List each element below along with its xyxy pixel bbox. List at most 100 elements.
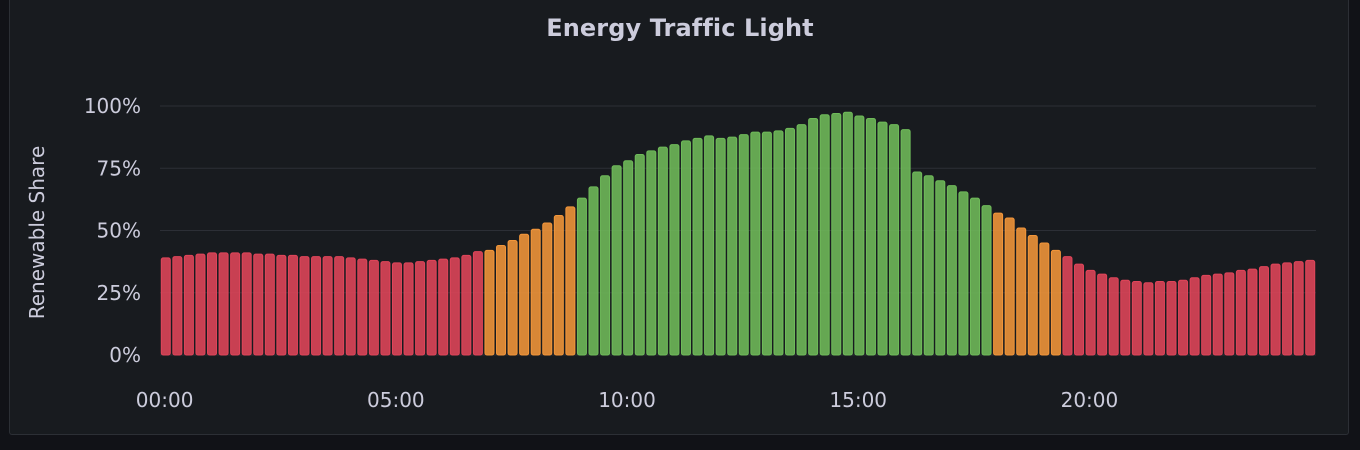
bar (415, 261, 426, 356)
bar (646, 150, 657, 356)
bar (553, 215, 564, 356)
bar (877, 121, 888, 356)
bar (345, 257, 356, 356)
bar (842, 111, 853, 356)
bar (1293, 261, 1304, 356)
bar (1154, 281, 1165, 356)
bar (993, 212, 1004, 356)
bar (773, 130, 784, 356)
bar (368, 259, 379, 356)
bar (230, 252, 241, 356)
bar (334, 256, 345, 356)
bar (1258, 266, 1269, 356)
bar (160, 257, 171, 356)
bar (1039, 242, 1050, 356)
bar (299, 256, 310, 356)
y-tick-label: 0% (109, 343, 141, 367)
bar (1062, 256, 1073, 356)
bar (542, 222, 553, 356)
bar (761, 131, 772, 356)
y-tick-label: 75% (97, 156, 141, 180)
bar (680, 140, 691, 356)
bar (1085, 269, 1096, 356)
bar (241, 252, 252, 356)
bar (1120, 279, 1131, 356)
bar (449, 257, 460, 356)
x-tick-label: 20:00 (1061, 388, 1119, 412)
bar (438, 258, 449, 356)
bar (1189, 277, 1200, 356)
bar (1004, 217, 1015, 356)
bar (496, 244, 507, 356)
y-tick-label: 50% (97, 219, 141, 243)
bar (311, 256, 322, 356)
bar (565, 206, 576, 356)
bar (634, 154, 645, 356)
bar (1166, 281, 1177, 356)
bar (195, 253, 206, 356)
bar (403, 262, 414, 356)
bar (889, 124, 900, 356)
y-axis-label: Renewable Share (25, 146, 49, 320)
x-tick-label: 10:00 (598, 388, 656, 412)
bar (1143, 282, 1154, 356)
bar (704, 135, 715, 356)
bar (715, 137, 726, 356)
bar (287, 254, 298, 356)
bar (669, 144, 680, 356)
bar (576, 197, 587, 356)
bar (1027, 234, 1038, 356)
bar (969, 197, 980, 356)
bar (218, 252, 229, 356)
panel-title: Energy Traffic Light (546, 14, 814, 42)
bar (588, 186, 599, 356)
bar (207, 252, 218, 356)
bar (1235, 269, 1246, 356)
bar (657, 146, 668, 356)
bar (1305, 259, 1316, 356)
bar (1247, 268, 1258, 356)
bar (264, 253, 275, 356)
bar (357, 258, 368, 356)
bar (611, 165, 622, 356)
bar (819, 114, 830, 356)
bar (484, 249, 495, 356)
bar (1212, 273, 1223, 356)
bar (1224, 272, 1235, 356)
bar (253, 253, 264, 356)
bar (1050, 249, 1061, 356)
bar (172, 256, 183, 356)
bar (981, 205, 992, 356)
bar (461, 254, 472, 356)
bar (796, 124, 807, 356)
bar (472, 251, 483, 356)
bar (1270, 263, 1281, 356)
bar (519, 233, 530, 356)
bar (1016, 227, 1027, 356)
bar (946, 185, 957, 356)
bar (276, 254, 287, 356)
bar (854, 115, 865, 356)
bar (1131, 281, 1142, 356)
bar (1074, 263, 1085, 356)
bar (600, 175, 611, 356)
bar (727, 136, 738, 356)
bar (935, 180, 946, 356)
bar (183, 254, 194, 356)
bar (750, 131, 761, 356)
bar (692, 137, 703, 356)
bar (530, 228, 541, 356)
x-tick-label: 05:00 (367, 388, 425, 412)
bar (507, 239, 518, 356)
bar (865, 117, 876, 356)
bar (900, 129, 911, 356)
y-tick-label: 25% (97, 281, 141, 305)
y-tick-label: 100% (84, 94, 141, 118)
bar (923, 175, 934, 356)
bar (1108, 277, 1119, 356)
bar (1201, 274, 1212, 356)
bar (1178, 279, 1189, 356)
bar (912, 171, 923, 356)
bar (1097, 273, 1108, 356)
